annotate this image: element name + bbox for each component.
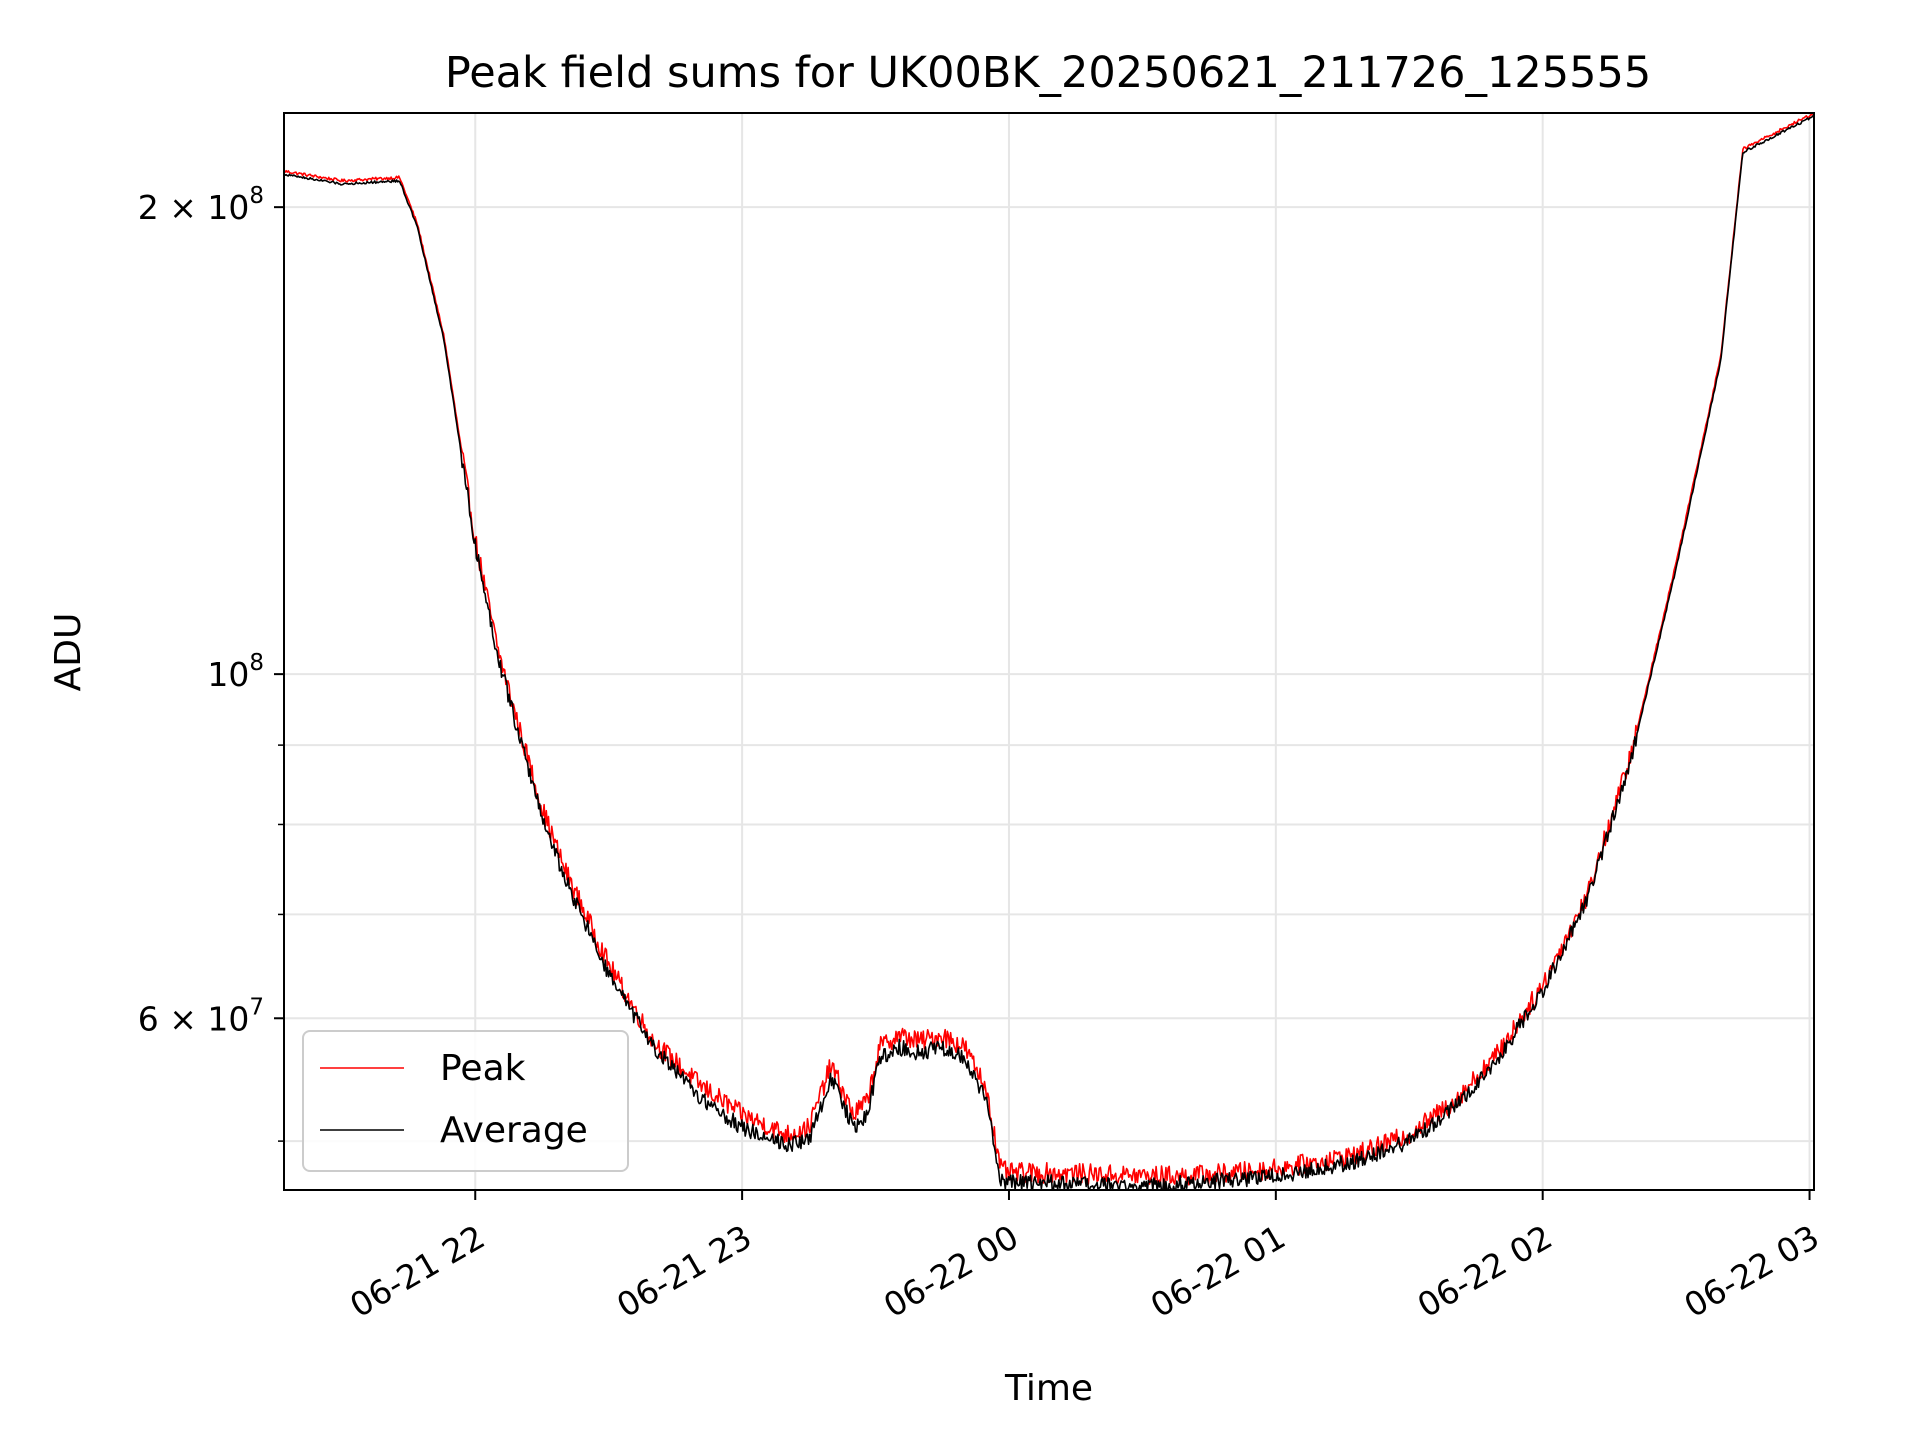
- series-group: [284, 113, 1814, 1190]
- y-tick-label: 6 × 107: [138, 994, 264, 1038]
- y-tick-mantissa: 6 × 10: [138, 999, 250, 1038]
- x-axis-label: Time: [1004, 1368, 1093, 1409]
- y-axis-label: ADU: [48, 613, 89, 692]
- y-tick-label: 2 × 108: [138, 183, 264, 227]
- y-tick-exponent: 7: [249, 994, 264, 1020]
- legend: Peak Average: [302, 1030, 629, 1172]
- legend-label-peak: Peak: [440, 1048, 526, 1089]
- legend-label-average: Average: [440, 1110, 588, 1151]
- series-line-average: [284, 114, 1814, 1190]
- legend-box: [302, 1030, 629, 1172]
- y-tick-label: 108: [207, 650, 264, 694]
- y-tick-exponent: 8: [249, 650, 264, 676]
- grid: [284, 113, 1814, 1190]
- y-tick-exponent: 8: [249, 183, 264, 209]
- plot-frame: [283, 112, 1815, 1191]
- y-tick-mantissa: 10: [207, 655, 249, 694]
- chart-title: Peak field sums for UK00BK_20250621_2117…: [445, 48, 1651, 98]
- y-tick-mantissa: 2 × 10: [138, 188, 250, 227]
